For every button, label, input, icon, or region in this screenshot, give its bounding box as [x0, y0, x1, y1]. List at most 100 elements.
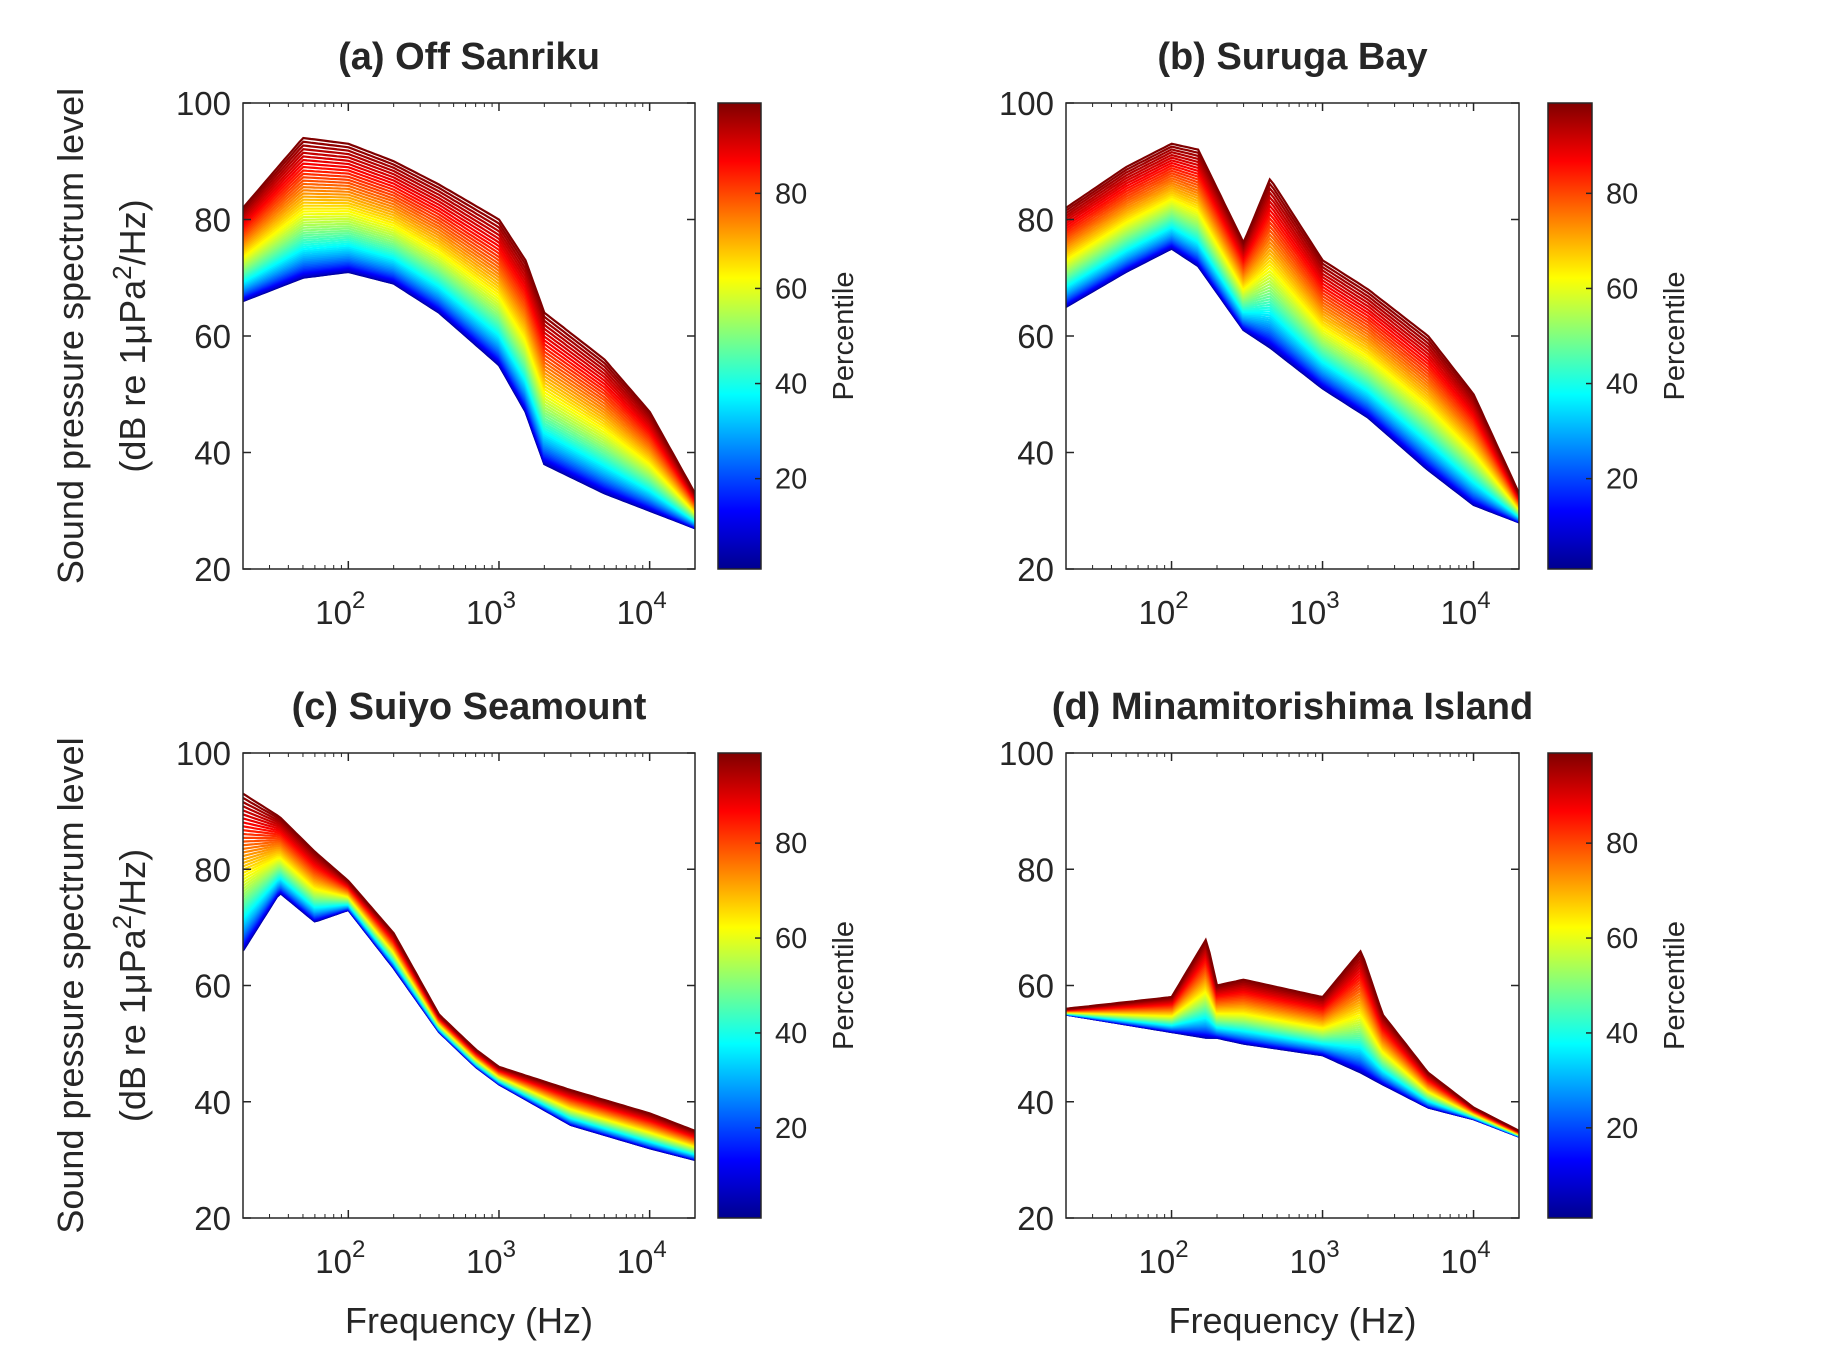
percentile-curve [243, 227, 695, 518]
percentile-curve [243, 162, 695, 501]
colorbar-tick-label: 40 [1606, 369, 1638, 401]
percentile-curve [1066, 174, 1519, 503]
colorbar-tick-label: 20 [775, 464, 807, 496]
x-tick-exp: 4 [1477, 587, 1490, 614]
y-tick-label: 40 [1017, 1084, 1054, 1121]
percentile-curve [1066, 215, 1519, 515]
percentile-curve [1066, 225, 1519, 518]
percentile-curve [1066, 164, 1519, 500]
percentile-curve [1066, 161, 1519, 500]
percentile-curve [243, 192, 695, 508]
x-tick-base: 10 [466, 1243, 503, 1280]
x-tick-base: 10 [1290, 1243, 1327, 1280]
percentile-curve [243, 195, 695, 509]
percentile-curve [243, 198, 695, 510]
x-tick-base: 10 [1139, 1243, 1176, 1280]
y-tick-label: 20 [1017, 1200, 1054, 1237]
percentile-curve [243, 144, 695, 496]
x-tick-label: 102 [315, 1236, 365, 1280]
percentile-curve [243, 169, 695, 503]
panel-title: (b) Suruga Bay [1157, 36, 1427, 78]
percentile-curve [1066, 228, 1519, 519]
colorbar-tick-label: 80 [775, 178, 807, 210]
x-axis-label: Frequency (Hz) [345, 1300, 593, 1341]
percentile-curve [1066, 210, 1519, 513]
percentile-curve [1066, 201, 1519, 511]
percentile-curve [1066, 191, 1519, 508]
x-tick-base: 10 [466, 594, 503, 631]
x-tick-exp: 2 [352, 587, 365, 614]
percentile-curve [243, 240, 695, 521]
percentile-curve [243, 217, 695, 515]
percentile-curve [243, 254, 695, 525]
percentile-curve [243, 253, 695, 525]
colorbar-tick-label: 80 [775, 828, 807, 860]
percentile-curve [243, 201, 695, 511]
y-label-post: /Hz) [112, 199, 153, 265]
y-tick-label: 60 [194, 968, 231, 1005]
x-tick-base: 10 [1441, 1243, 1478, 1280]
percentile-curve [1066, 197, 1519, 510]
x-tick-label: 102 [1139, 1236, 1189, 1280]
percentile-curve [1066, 211, 1519, 514]
plot-area [243, 753, 695, 1218]
y-tick-label: 40 [194, 435, 231, 472]
percentile-curve [1066, 145, 1519, 495]
percentile-curve [243, 248, 695, 523]
y-tick-label: 100 [999, 735, 1054, 772]
x-tick-exp: 2 [1175, 587, 1188, 614]
y-label-pre: (dB re 1μPa [112, 928, 153, 1122]
x-tick-label: 103 [466, 1236, 516, 1280]
panel-title: (c) Suiyo Seamount [292, 686, 647, 728]
colorbar [717, 752, 762, 1219]
percentile-curve [243, 242, 695, 522]
percentile-curve [1066, 224, 1519, 517]
x-tick-exp: 3 [503, 1236, 516, 1263]
colorbar [717, 102, 762, 570]
colorbar-tick-label: 60 [775, 273, 807, 305]
y-label-post: /Hz) [112, 849, 153, 915]
y-tick-label: 80 [194, 851, 231, 888]
colorbar-label: Percentile [828, 272, 860, 401]
y-tick-label: 40 [1017, 435, 1054, 472]
colorbar [1547, 102, 1593, 570]
x-tick-base: 10 [315, 1243, 352, 1280]
percentile-curve [243, 148, 695, 497]
percentile-curve [1066, 231, 1519, 519]
colorbar-tick-label: 20 [775, 1113, 807, 1145]
percentile-curve [243, 158, 695, 500]
percentile-curve [243, 140, 695, 495]
colorbar-tick-label: 80 [1606, 178, 1638, 210]
y-tick-label: 100 [176, 735, 231, 772]
x-tick-exp: 2 [1175, 1236, 1188, 1263]
x-tick-base: 10 [1290, 594, 1327, 631]
x-tick-label: 103 [1290, 587, 1340, 631]
percentile-curve [243, 179, 695, 505]
percentile-curve [243, 225, 695, 517]
percentile-curve [1066, 937, 1519, 1132]
plot-area [1066, 753, 1519, 1218]
y-tick-label: 20 [194, 551, 231, 588]
colorbar-tick-label: 40 [1606, 1018, 1638, 1050]
colorbar-tick-label: 40 [775, 369, 807, 401]
y-tick-label: 100 [176, 85, 231, 122]
percentile-curve [243, 151, 695, 498]
colorbar-tick-label: 20 [1606, 464, 1638, 496]
series-group [243, 136, 695, 530]
percentile-curve [1066, 199, 1519, 510]
percentile-curve [1066, 213, 1519, 514]
y-axis-label-line1: Sound pressure spectrum level [50, 88, 91, 584]
percentile-curve [243, 165, 695, 502]
percentile-curve [1066, 156, 1519, 498]
percentile-curve [1066, 217, 1519, 515]
percentile-curve [243, 259, 695, 527]
percentile-curve [243, 136, 695, 494]
y-label-sup: 2 [107, 265, 137, 279]
colorbar-tick-label: 80 [1606, 828, 1638, 860]
percentile-curve [243, 212, 695, 514]
percentile-curve [243, 220, 695, 516]
percentile-curve [243, 256, 695, 526]
colorbar-tick-label: 20 [1606, 1113, 1638, 1145]
